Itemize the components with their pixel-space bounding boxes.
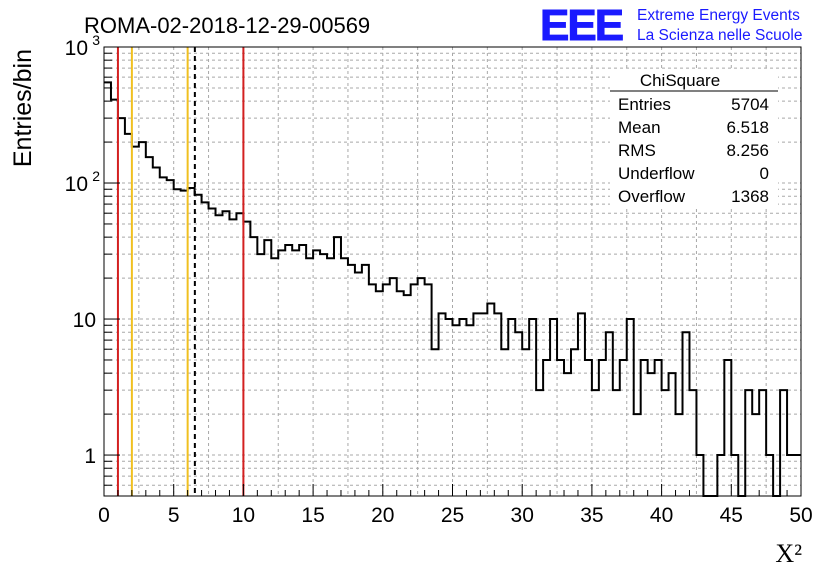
x-axis-label: X² [775, 539, 802, 568]
x-tick-label: 35 [580, 504, 603, 527]
stats-title: ChiSquare [640, 71, 720, 90]
x-tick-label: 30 [511, 504, 534, 527]
stats-box-frame [610, 70, 778, 208]
x-tick-label: 40 [650, 504, 673, 527]
y-axis-label: Entries/bin [9, 49, 37, 167]
stats-label-underflow: Underflow [618, 164, 695, 183]
y-tick-label: 10 [65, 173, 88, 196]
x-tick-label: 0 [98, 504, 110, 527]
y-tick-exponent: 3 [92, 32, 100, 48]
histogram-outline [104, 81, 801, 497]
stats-value-overflow: 1368 [731, 187, 769, 206]
stats-value-mean: 6.518 [726, 118, 769, 137]
stats-value-underflow: 0 [760, 164, 769, 183]
stats-label-overflow: Overflow [618, 187, 686, 206]
x-tick-label: 50 [789, 504, 812, 527]
x-tick-label: 45 [720, 504, 743, 527]
y-tick-label: 10 [65, 37, 88, 60]
x-tick-label: 20 [371, 504, 394, 527]
run-title: ROMA-02-2018-12-29-00569 [84, 13, 370, 38]
y-tick-exponent: 2 [92, 168, 100, 184]
logo-line-2: La Scienza nelle Scuole [637, 27, 802, 44]
eee-logo: EEE [540, 1, 623, 50]
grid [104, 47, 801, 496]
cut-lines [116, 47, 245, 496]
y-tick-label: 1 [84, 445, 96, 468]
y-tick-label: 10 [73, 309, 96, 332]
x-tick-label: 25 [441, 504, 464, 527]
stats-label-entries: Entries [618, 95, 671, 114]
stats-value-entries: 5704 [731, 95, 769, 114]
logo-line-1: Extreme Energy Events [637, 7, 800, 24]
x-tick-label: 15 [301, 504, 324, 527]
stats-label-mean: Mean [618, 118, 661, 137]
stats-value-rms: 8.256 [726, 141, 769, 160]
x-tick-label: 5 [168, 504, 180, 527]
stats-box: ChiSquare Entries 5704 Mean 6.518 RMS 8.… [610, 70, 778, 208]
histogram [104, 81, 801, 497]
stats-label-rms: RMS [618, 141, 656, 160]
x-tick-label: 10 [232, 504, 255, 527]
